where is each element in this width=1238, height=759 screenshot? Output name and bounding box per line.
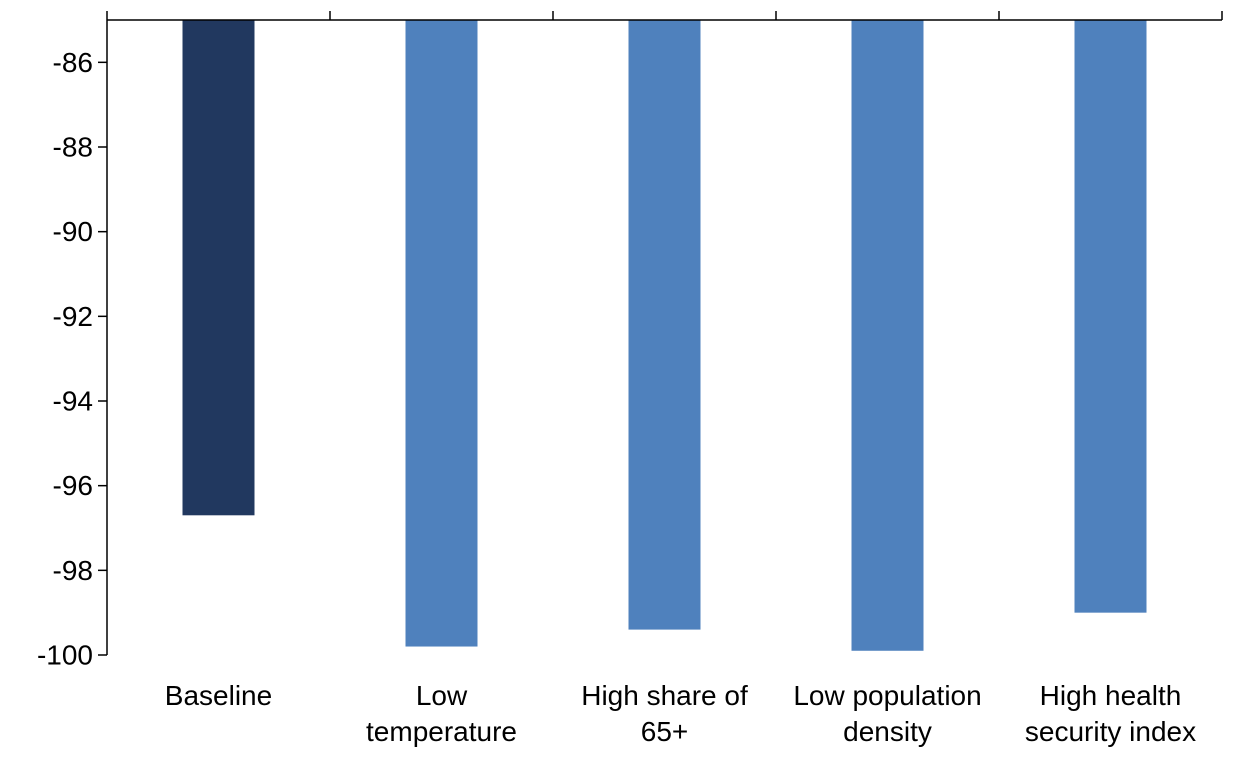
- category-label-line: Baseline: [165, 680, 272, 711]
- category-label-line: Low population: [793, 680, 981, 711]
- y-tick-label: -92: [53, 301, 93, 332]
- category-label: High health security index: [1025, 680, 1196, 747]
- bars-layer: [182, 20, 1147, 651]
- category-label-line: temperature: [366, 716, 517, 747]
- category-label: Low population density: [793, 680, 981, 747]
- y-tick-label: -100: [37, 640, 93, 671]
- category-label-line: High health: [1040, 680, 1182, 711]
- y-tick-label: -90: [53, 216, 93, 247]
- bar-2: [405, 20, 478, 647]
- bar-3: [628, 20, 701, 630]
- y-tick-label: -94: [53, 386, 93, 417]
- category-label-line: density: [843, 716, 932, 747]
- category-label-line: security index: [1025, 716, 1196, 747]
- category-label: High share of 65+: [581, 680, 748, 747]
- bar-4: [851, 20, 924, 651]
- axes-layer: [98, 11, 1223, 656]
- labels-layer: -86 -88 -90 -92 -94 -96 -98 -100 Baseline Low temp…: [37, 47, 1196, 747]
- y-tick-label: -96: [53, 470, 93, 501]
- bar-5: [1074, 20, 1147, 613]
- category-label-line: Low: [416, 680, 468, 711]
- category-label-line: 65+: [641, 716, 689, 747]
- bar-1: [182, 20, 255, 516]
- y-tick-label: -88: [53, 132, 93, 163]
- y-tick-label: -86: [53, 47, 93, 78]
- category-label: Baseline: [165, 680, 272, 711]
- category-label: Low temperature: [366, 680, 517, 747]
- y-tick-label: -98: [53, 555, 93, 586]
- category-label-line: High share of: [581, 680, 748, 711]
